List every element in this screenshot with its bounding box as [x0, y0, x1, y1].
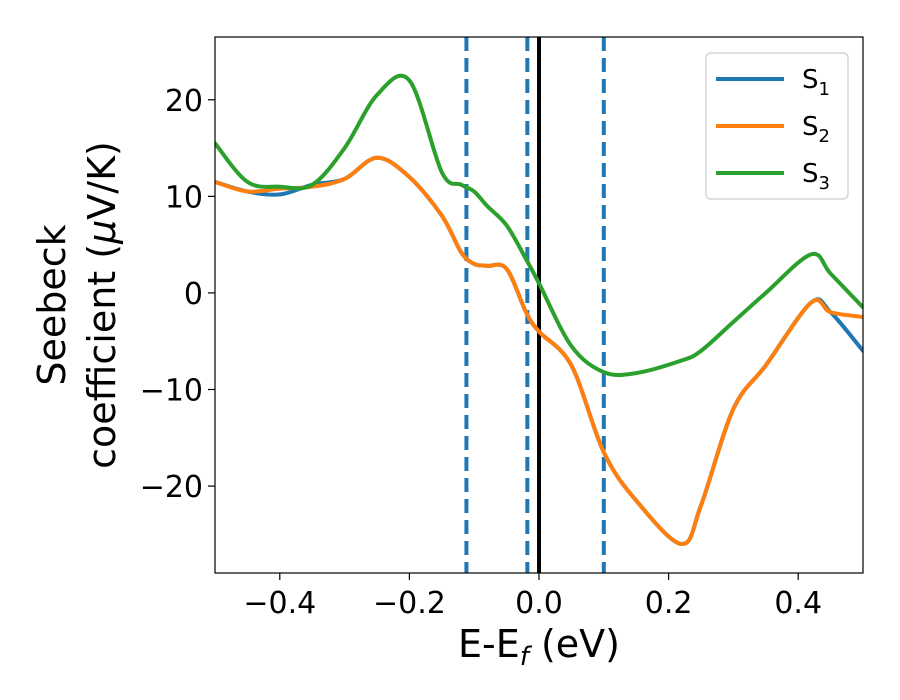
y-tick-label: 10: [165, 180, 203, 215]
x-tick-label: 0.2: [645, 586, 693, 621]
x-axis-ticks: −0.4 −0.2 0.0 0.2 0.4: [243, 573, 822, 621]
series-line-s3: [215, 73, 863, 378]
x-axis-title: E-Ef (eV): [458, 622, 620, 672]
y-tick-label: −20: [140, 470, 203, 505]
legend-label-s3: S3: [802, 159, 830, 194]
y-axis-ticks: 20 10 0 −10 −20: [140, 84, 215, 505]
y-axis-title-line1: Seebeck: [30, 224, 74, 385]
y-tick-label: 20: [165, 84, 203, 119]
series-line-s2: [215, 155, 863, 547]
x-tick-label: 0.0: [515, 586, 563, 621]
legend: S1 S2 S3: [705, 52, 849, 200]
x-tick-label: −0.2: [373, 586, 446, 621]
y-axis-title-line2: coefficient (μV/K): [80, 141, 124, 469]
y-tick-label: 0: [184, 277, 203, 312]
y-axis-title: Seebeck coefficient (μV/K): [30, 141, 124, 469]
legend-label-s1: S1: [802, 65, 830, 100]
series-lines: [215, 73, 863, 547]
y-tick-label: −10: [140, 374, 203, 409]
reference-lines: [464, 37, 606, 573]
x-tick-label: 0.4: [774, 586, 822, 621]
x-tick-label: −0.4: [243, 586, 316, 621]
legend-label-s2: S2: [802, 112, 830, 147]
